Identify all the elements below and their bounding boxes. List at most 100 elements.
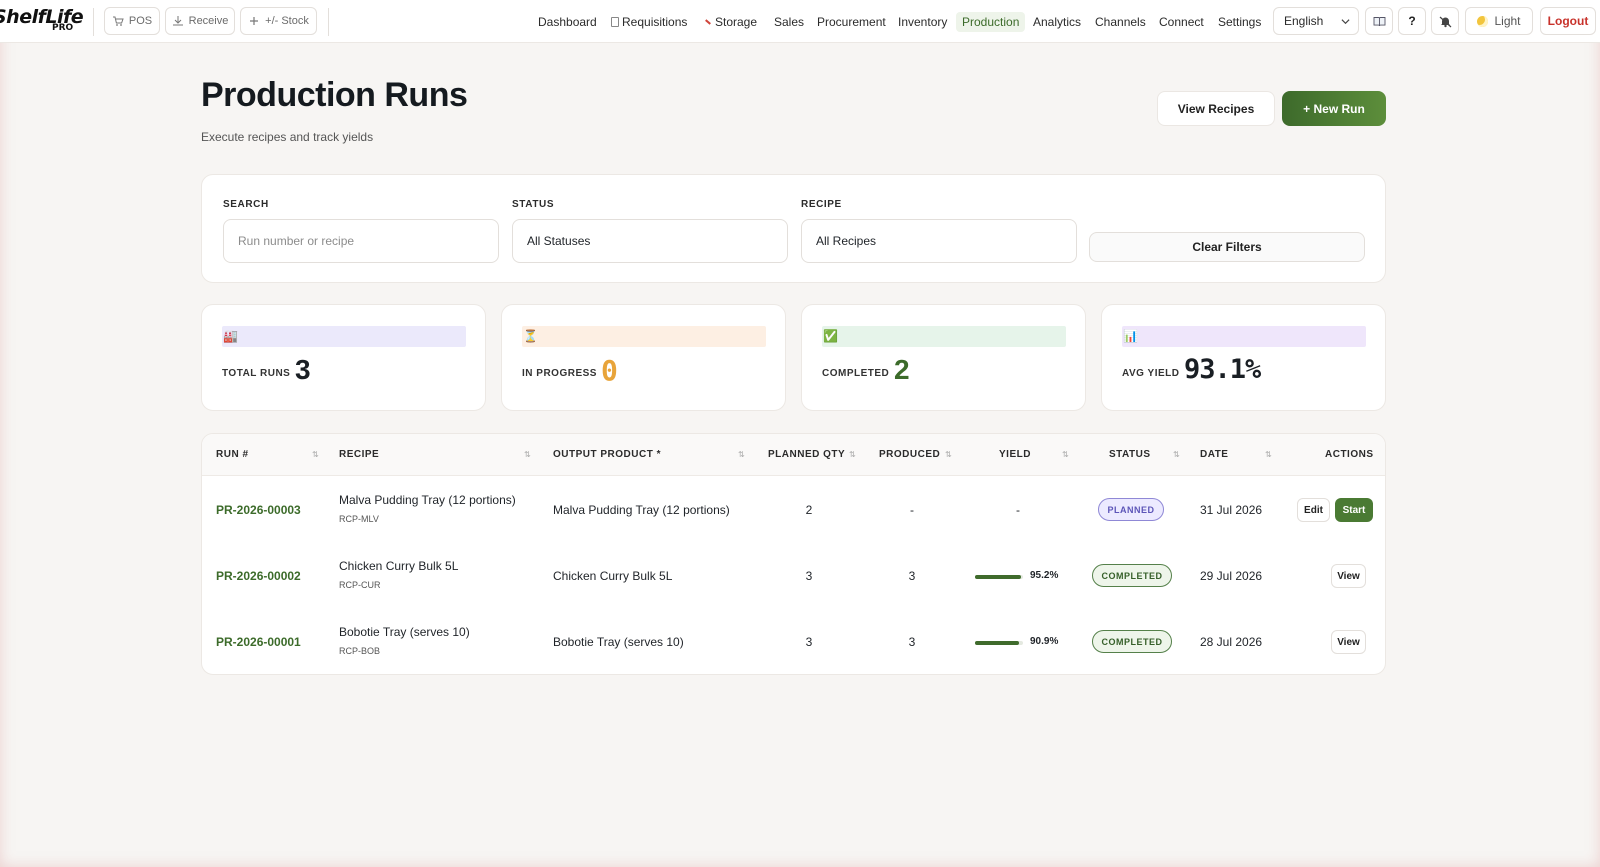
status-badge: PLANNED bbox=[1098, 498, 1164, 521]
col-produced[interactable]: PRODUCED bbox=[879, 449, 941, 460]
pos-label: POS bbox=[128, 15, 153, 27]
run-number-link[interactable]: PR-2026-00001 bbox=[216, 635, 301, 649]
recipe-select[interactable]: All Recipes bbox=[801, 219, 1077, 263]
sort-icon[interactable]: ⇅ bbox=[1062, 450, 1069, 459]
output-product: Chicken Curry Bulk 5L bbox=[553, 569, 673, 583]
yield-progress-bar bbox=[975, 575, 1023, 579]
col-yield[interactable]: YIELD bbox=[999, 449, 1031, 460]
col-recipe[interactable]: RECIPE bbox=[339, 449, 380, 460]
nav-requisitions-label: Requisitions bbox=[622, 15, 688, 29]
nav-storage[interactable]: Storage bbox=[705, 12, 757, 32]
view-recipes-button[interactable]: View Recipes bbox=[1157, 91, 1275, 126]
start-button[interactable]: Start bbox=[1335, 498, 1373, 522]
pos-button[interactable]: POS bbox=[104, 7, 160, 35]
col-date[interactable]: DATE bbox=[1200, 449, 1229, 460]
nav-storage-label: Storage bbox=[715, 15, 758, 29]
view-button[interactable]: View bbox=[1331, 564, 1366, 588]
col-status[interactable]: STATUS bbox=[1109, 449, 1151, 460]
produced-qty: 3 bbox=[908, 569, 916, 583]
view-button[interactable]: View bbox=[1331, 630, 1366, 654]
table-row: PR-2026-00003 Malva Pudding Tray (12 por… bbox=[202, 477, 1385, 543]
sort-icon[interactable]: ⇅ bbox=[945, 450, 952, 459]
language-select[interactable]: English bbox=[1273, 7, 1359, 35]
stat-card-avg-yield: 📊 AVG YIELD 93.1% bbox=[1101, 304, 1386, 411]
nav-connect[interactable]: Connect bbox=[1159, 15, 1204, 29]
logout-button[interactable]: Logout bbox=[1540, 7, 1596, 35]
run-number-link[interactable]: PR-2026-00003 bbox=[216, 503, 301, 517]
run-number-link[interactable]: PR-2026-00002 bbox=[216, 569, 301, 583]
help-button[interactable]: ? bbox=[1398, 7, 1426, 35]
sort-icon[interactable]: ⇅ bbox=[312, 450, 319, 459]
help-label: ? bbox=[1408, 14, 1416, 28]
sort-icon[interactable]: ⇅ bbox=[738, 450, 745, 459]
brand-name: ShelfLife bbox=[0, 6, 84, 28]
recipe-label: RECIPE bbox=[801, 199, 842, 210]
adjust-stock-label: +/- Stock bbox=[265, 15, 309, 27]
cart-icon bbox=[112, 16, 124, 26]
recipe-name: Bobotie Tray (serves 10) bbox=[339, 625, 470, 639]
col-output-product[interactable]: OUTPUT PRODUCT * bbox=[553, 449, 661, 460]
stat-strip bbox=[522, 326, 766, 347]
stat-strip bbox=[1122, 326, 1366, 347]
clear-filters-button[interactable]: Clear Filters bbox=[1089, 232, 1365, 262]
brand-logo[interactable]: ShelfLife PRO bbox=[0, 6, 84, 36]
yield-value: - bbox=[1016, 503, 1020, 517]
stat-label: IN PROGRESS bbox=[522, 368, 597, 379]
recipe-select-value: All Recipes bbox=[816, 234, 877, 248]
yield-progress-bar bbox=[975, 641, 1023, 645]
edit-button[interactable]: Edit bbox=[1297, 498, 1330, 522]
receive-label: Receive bbox=[188, 15, 229, 27]
theme-toggle[interactable]: Light bbox=[1465, 7, 1533, 35]
production-runs-table: RUN # ⇅ RECIPE ⇅ OUTPUT PRODUCT * ⇅ PLAN… bbox=[201, 433, 1386, 675]
nav-divider bbox=[93, 8, 94, 36]
search-label: SEARCH bbox=[223, 199, 269, 210]
search-field[interactable] bbox=[223, 219, 499, 263]
nav-analytics[interactable]: Analytics bbox=[1033, 15, 1082, 29]
clipboard-icon bbox=[611, 17, 619, 27]
output-product: Bobotie Tray (serves 10) bbox=[553, 635, 684, 649]
stat-card-total-runs: 🏭 TOTAL RUNS 3 bbox=[201, 304, 486, 411]
table-header: RUN # ⇅ RECIPE ⇅ OUTPUT PRODUCT * ⇅ PLAN… bbox=[202, 434, 1385, 476]
plus-icon bbox=[250, 17, 259, 25]
new-run-button[interactable]: + New Run bbox=[1282, 91, 1386, 126]
check-icon: ✅ bbox=[823, 329, 838, 343]
sort-icon[interactable]: ⇅ bbox=[1265, 450, 1272, 459]
stat-label: AVG YIELD bbox=[1122, 368, 1180, 379]
sort-icon[interactable]: ⇅ bbox=[1173, 450, 1180, 459]
docs-button[interactable] bbox=[1365, 7, 1393, 35]
nav-dashboard[interactable]: Dashboard bbox=[538, 15, 597, 29]
produced-qty: - bbox=[910, 503, 914, 517]
stat-value: 93.1% bbox=[1184, 354, 1261, 385]
sort-icon[interactable]: ⇅ bbox=[524, 450, 531, 459]
bell-icon bbox=[1439, 16, 1451, 27]
stat-strip bbox=[222, 326, 466, 347]
status-select-value: All Statuses bbox=[527, 234, 591, 248]
yield-value: 95.2% bbox=[1030, 570, 1059, 581]
filter-panel: SEARCH STATUS All Statuses RECIPE All Re… bbox=[201, 174, 1386, 283]
nav-procurement[interactable]: Procurement bbox=[817, 15, 886, 29]
nav-inventory[interactable]: Inventory bbox=[898, 15, 948, 29]
col-planned-qty[interactable]: PLANNED QTY bbox=[768, 449, 846, 460]
nav-requisitions[interactable]: Requisitions bbox=[611, 12, 687, 32]
nav-sales[interactable]: Sales bbox=[774, 15, 805, 29]
output-product: Malva Pudding Tray (12 portions) bbox=[553, 503, 730, 517]
stat-card-completed: ✅ COMPLETED 2 bbox=[801, 304, 1086, 411]
adjust-stock-button[interactable]: +/- Stock bbox=[240, 7, 317, 35]
sort-icon[interactable]: ⇅ bbox=[849, 450, 856, 459]
planned-qty: 3 bbox=[805, 635, 813, 649]
download-icon bbox=[172, 16, 183, 26]
planned-qty: 3 bbox=[805, 569, 813, 583]
stat-label: COMPLETED bbox=[822, 368, 890, 379]
nav-channels[interactable]: Channels bbox=[1095, 15, 1146, 29]
factory-icon: 🏭 bbox=[223, 329, 238, 343]
planned-qty: 2 bbox=[805, 503, 813, 517]
page-subtitle: Execute recipes and track yields bbox=[201, 130, 374, 144]
receive-button[interactable]: Receive bbox=[165, 7, 235, 35]
search-input[interactable] bbox=[238, 234, 478, 248]
nav-settings[interactable]: Settings bbox=[1218, 15, 1262, 29]
col-run-number[interactable]: RUN # bbox=[216, 449, 249, 460]
produced-qty: 3 bbox=[908, 635, 916, 649]
nav-production[interactable]: Production bbox=[956, 12, 1026, 32]
status-select[interactable]: All Statuses bbox=[512, 219, 788, 263]
notifications-button[interactable] bbox=[1431, 7, 1459, 35]
